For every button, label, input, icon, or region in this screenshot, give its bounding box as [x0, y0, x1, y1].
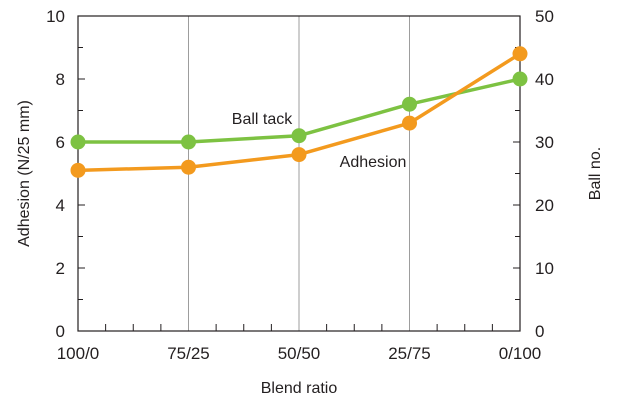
- data-point-ball-tack: [512, 71, 528, 87]
- data-point-adhesion: [70, 162, 86, 178]
- left-y-tick-label: 8: [56, 70, 65, 89]
- left-y-tick-label: 2: [56, 259, 65, 278]
- x-tick-label: 50/50: [278, 344, 321, 363]
- grid-layer: [188, 16, 410, 331]
- x-tick-label: 75/25: [167, 344, 210, 363]
- left-y-axis-title: Adhesion (N/25 mm): [16, 100, 33, 247]
- x-tick-label: 0/100: [499, 344, 542, 363]
- data-point-ball-tack: [70, 134, 86, 150]
- right-y-tick-label: 20: [535, 196, 554, 215]
- left-y-tick-label: 4: [56, 196, 65, 215]
- right-y-tick-label: 10: [535, 259, 554, 278]
- axis-layer: 0 2 4 6 8 10 0 10 20 30 40 50 100/0 75/25 50/50 25/75 0/…: [46, 7, 554, 363]
- left-y-tick-label: 10: [46, 7, 65, 26]
- label-layer: Blend ratio Adhesion (N/25 mm) Ball no. …: [16, 100, 604, 397]
- right-y-tick-label: 40: [535, 70, 554, 89]
- data-point-ball-tack: [402, 96, 417, 112]
- left-y-tick-label: 0: [56, 322, 65, 341]
- data-point-ball-tack: [291, 128, 307, 144]
- x-tick-label: 25/75: [388, 344, 431, 363]
- series-label-ball-tack: Ball tack: [232, 111, 293, 128]
- right-y-axis-title: Ball no.: [587, 147, 604, 200]
- data-point-adhesion: [402, 115, 417, 131]
- series-layer: [70, 46, 528, 178]
- x-tick-label: 100/0: [57, 344, 100, 363]
- x-axis-title: Blend ratio: [261, 380, 338, 397]
- data-point-ball-tack: [181, 134, 196, 150]
- left-y-tick-label: 6: [56, 133, 65, 152]
- data-point-adhesion: [181, 159, 196, 175]
- right-y-tick-label: 0: [535, 322, 544, 341]
- data-point-adhesion: [512, 46, 528, 62]
- right-y-tick-label: 30: [535, 133, 554, 152]
- series-label-adhesion: Adhesion: [340, 154, 407, 171]
- right-y-tick-label: 50: [535, 7, 554, 26]
- data-point-adhesion: [291, 147, 307, 163]
